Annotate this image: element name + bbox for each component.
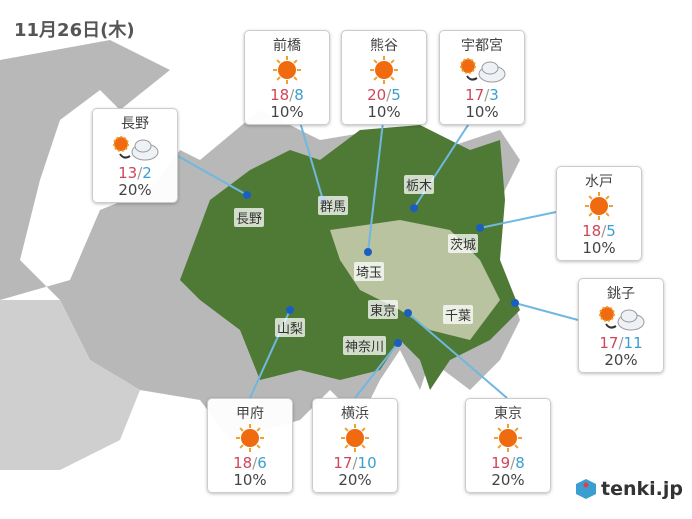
sunny-then-cloudy-icon	[599, 306, 645, 331]
high-temp: 17	[333, 454, 353, 472]
temperature: 18/8	[270, 86, 304, 104]
low-temp: 2	[142, 164, 152, 182]
weather-icon	[557, 189, 641, 223]
city-name: 長野	[121, 116, 149, 132]
pref-label: 千葉	[443, 305, 474, 324]
low-temp: 5	[606, 222, 616, 240]
logo-cube-icon	[576, 479, 596, 499]
temperature: 17/10	[333, 454, 377, 472]
pref-label: 東京	[368, 300, 399, 319]
sunny-icon	[341, 424, 369, 452]
precip-chance: 20%	[118, 181, 152, 199]
pref-label: 埼玉	[354, 262, 385, 281]
weather-icon	[208, 421, 292, 455]
high-temp: 18	[233, 454, 253, 472]
sunny-icon	[494, 424, 522, 452]
sunny-then-cloudy-icon	[460, 58, 506, 83]
low-temp: 10	[357, 454, 377, 472]
temperature: 18/5	[582, 222, 616, 240]
city-forecast-card: 宇都宮 17/3 10%	[439, 30, 525, 125]
low-temp: 8	[294, 86, 304, 104]
logo-text: tenki.jp	[601, 478, 683, 500]
low-temp: 6	[257, 454, 267, 472]
sunny-icon	[585, 192, 613, 220]
high-temp: 13	[118, 164, 138, 182]
city-name: 東京	[494, 406, 522, 422]
precip-chance: 20%	[338, 471, 372, 489]
temperature: 13/2	[118, 164, 152, 182]
city-name: 熊谷	[370, 38, 398, 54]
city-forecast-card: 甲府 18/6 10%	[207, 398, 293, 493]
sunny-then-cloudy-icon	[113, 136, 159, 161]
high-temp: 20	[367, 86, 387, 104]
city-forecast-card: 銚子 17/11 20%	[578, 278, 664, 373]
temperature: 19/8	[491, 454, 525, 472]
temperature: 20/5	[367, 86, 401, 104]
forecast-date: 11月26日(木)	[14, 20, 135, 41]
precip-chance: 10%	[367, 103, 401, 121]
precip-chance: 10%	[582, 239, 616, 257]
sunny-icon	[236, 424, 264, 452]
high-temp: 19	[491, 454, 511, 472]
weather-icon	[579, 301, 663, 335]
sunny-icon	[370, 56, 398, 84]
weather-icon	[342, 53, 426, 87]
high-temp: 17	[599, 334, 619, 352]
city-name: 宇都宮	[461, 38, 503, 54]
pref-label: 群馬	[318, 196, 349, 215]
precip-chance: 10%	[233, 471, 267, 489]
pref-label: 山梨	[275, 318, 306, 337]
low-temp: 5	[391, 86, 401, 104]
weather-icon	[245, 53, 329, 87]
city-name: 水戸	[585, 174, 613, 190]
pref-label: 長野	[234, 208, 265, 227]
high-temp: 18	[582, 222, 602, 240]
pref-label: 茨城	[448, 234, 479, 253]
precip-chance: 10%	[465, 103, 499, 121]
city-name: 銚子	[607, 286, 635, 302]
low-temp: 11	[623, 334, 643, 352]
low-temp: 8	[515, 454, 525, 472]
tenki-logo: tenki.jp	[575, 478, 683, 500]
low-temp: 3	[489, 86, 499, 104]
city-forecast-card: 東京 19/8 20%	[465, 398, 551, 493]
precip-chance: 20%	[491, 471, 525, 489]
weather-icon	[466, 421, 550, 455]
city-forecast-card: 横浜 17/10 20%	[312, 398, 398, 493]
city-forecast-card: 長野 13/2 20%	[92, 108, 178, 203]
pref-label: 神奈川	[343, 336, 387, 355]
precip-chance: 10%	[270, 103, 304, 121]
city-name: 横浜	[341, 406, 369, 422]
weather-icon	[440, 53, 524, 87]
city-name: 甲府	[236, 406, 264, 422]
sunny-icon	[273, 56, 301, 84]
weather-icon	[93, 131, 177, 165]
precip-chance: 20%	[604, 351, 638, 369]
high-temp: 18	[270, 86, 290, 104]
temperature: 17/11	[599, 334, 643, 352]
temperature: 17/3	[465, 86, 499, 104]
high-temp: 17	[465, 86, 485, 104]
city-forecast-card: 前橋 18/8 10%	[244, 30, 330, 125]
city-name: 前橋	[273, 38, 301, 54]
city-forecast-card: 水戸 18/5 10%	[556, 166, 642, 261]
pref-label: 栃木	[404, 175, 435, 194]
weather-icon	[313, 421, 397, 455]
city-forecast-card: 熊谷 20/5 10%	[341, 30, 427, 125]
temperature: 18/6	[233, 454, 267, 472]
